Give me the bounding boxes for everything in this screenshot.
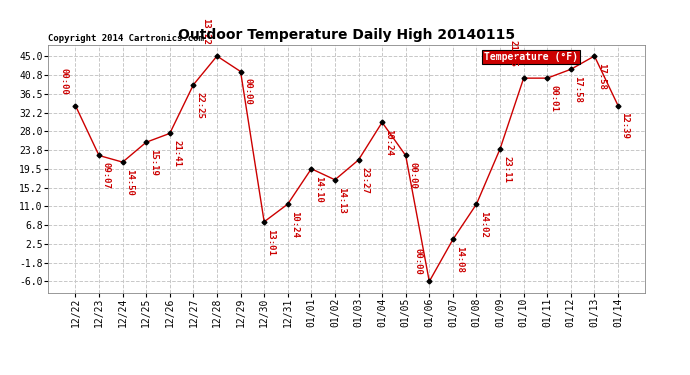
Text: 09:07: 09:07 <box>101 162 110 189</box>
Text: 14:10: 14:10 <box>314 176 323 203</box>
Text: 15:19: 15:19 <box>148 149 157 176</box>
Text: 14:50: 14:50 <box>125 169 134 196</box>
Text: 21:45: 21:45 <box>508 40 517 67</box>
Text: 23:11: 23:11 <box>502 156 511 183</box>
Text: 21:41: 21:41 <box>172 140 181 167</box>
Text: 00:01: 00:01 <box>550 85 559 112</box>
Text: 22:25: 22:25 <box>196 92 205 118</box>
Text: 17:58: 17:58 <box>573 76 582 103</box>
Text: 14:08: 14:08 <box>455 246 464 273</box>
Text: 00:00: 00:00 <box>414 248 423 274</box>
Text: 12:39: 12:39 <box>620 112 629 140</box>
Text: 10:24: 10:24 <box>290 211 299 238</box>
Text: 17:58: 17:58 <box>597 63 606 90</box>
Text: 13:22: 13:22 <box>201 18 210 45</box>
Text: 13:01: 13:01 <box>266 229 275 256</box>
Text: 14:13: 14:13 <box>337 187 346 214</box>
Text: 10:24: 10:24 <box>384 129 393 156</box>
Text: Copyright 2014 Cartronics.com: Copyright 2014 Cartronics.com <box>48 33 204 42</box>
Text: 00:00: 00:00 <box>408 162 417 189</box>
Text: 00:00: 00:00 <box>60 68 69 94</box>
Title: Outdoor Temperature Daily High 20140115: Outdoor Temperature Daily High 20140115 <box>178 28 515 42</box>
Text: 23:27: 23:27 <box>361 167 370 194</box>
Text: 00:00: 00:00 <box>243 78 252 105</box>
Text: 14:02: 14:02 <box>479 211 488 238</box>
Text: Temperature (°F): Temperature (°F) <box>484 53 578 62</box>
